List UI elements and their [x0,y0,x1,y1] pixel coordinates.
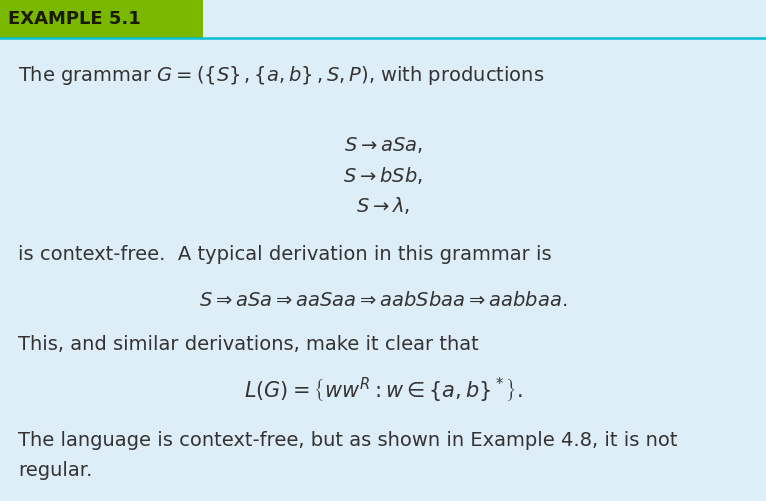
Text: is context-free.  A typical derivation in this grammar is: is context-free. A typical derivation in… [18,245,552,265]
Text: This, and similar derivations, make it clear that: This, and similar derivations, make it c… [18,336,479,355]
Text: The language is context-free, but as shown in Example 4.8, it is not: The language is context-free, but as sho… [18,430,677,449]
Bar [0,0,203,38]
Text: $L\left(G\right) = \left\{ww^R : w \in \{a,b\}^*\right\}.$: $L\left(G\right) = \left\{ww^R : w \in \… [244,375,522,405]
Text: $S \rightarrow \lambda,$: $S \rightarrow \lambda,$ [356,194,410,215]
Text: $S \rightarrow aSa,$: $S \rightarrow aSa,$ [344,135,422,155]
Text: $S \Rightarrow aSa \Rightarrow aaSaa \Rightarrow aabSbaa \Rightarrow aabbaa.$: $S \Rightarrow aSa \Rightarrow aaSaa \Ri… [199,291,567,310]
Text: EXAMPLE 5.1: EXAMPLE 5.1 [8,10,141,28]
Text: $S \rightarrow bSb,$: $S \rightarrow bSb,$ [343,164,423,185]
Text: regular.: regular. [18,460,93,479]
Text: The grammar $G = (\{S\}\,,\{a,b\}\,,S,P)$, with productions: The grammar $G = (\{S\}\,,\{a,b\}\,,S,P)… [18,64,545,87]
